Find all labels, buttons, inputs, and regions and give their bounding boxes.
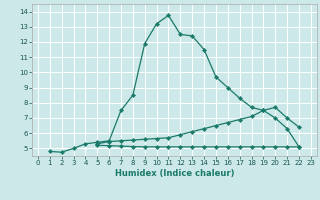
- X-axis label: Humidex (Indice chaleur): Humidex (Indice chaleur): [115, 169, 234, 178]
